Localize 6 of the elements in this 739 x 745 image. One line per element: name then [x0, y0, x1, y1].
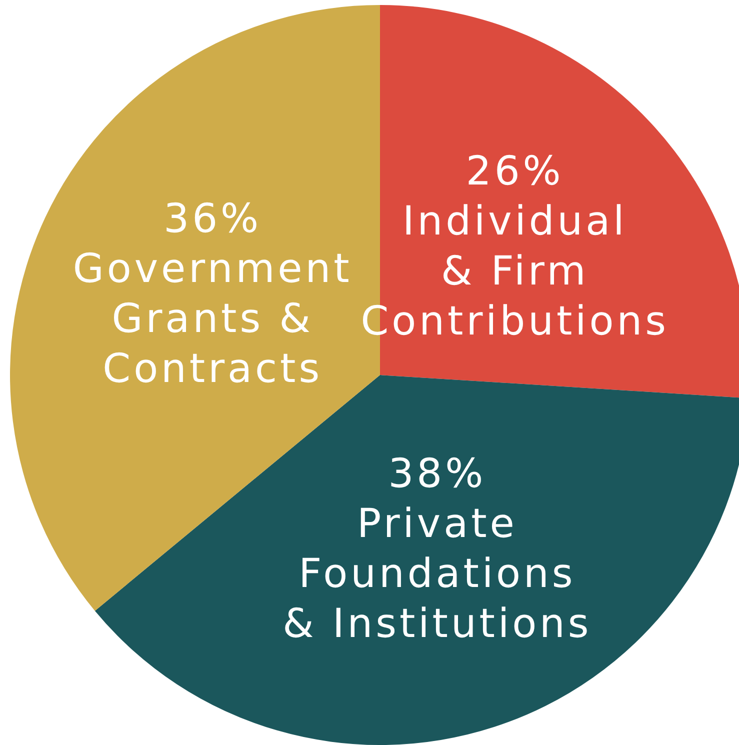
slice-label: Government Grants & Contracts — [72, 246, 352, 392]
data-label: 36% — [164, 196, 262, 242]
data-label: 26% — [466, 148, 564, 194]
data-label: 38% — [388, 450, 486, 497]
slice-label: Private Foundations & Institutions — [282, 500, 592, 647]
slice-label: Individual & Firm Contributions — [360, 198, 669, 344]
